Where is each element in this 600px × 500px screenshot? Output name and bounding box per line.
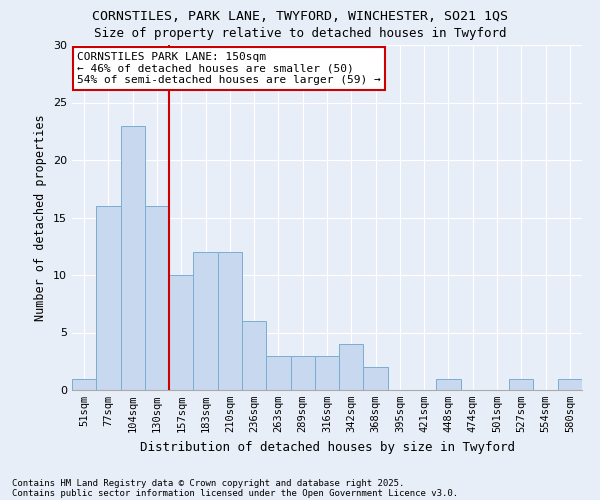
Bar — [558, 378, 582, 390]
Bar — [193, 252, 218, 390]
Bar — [218, 252, 242, 390]
Bar — [436, 378, 461, 390]
Bar — [96, 206, 121, 390]
Bar — [339, 344, 364, 390]
Text: CORNSTILES, PARK LANE, TWYFORD, WINCHESTER, SO21 1QS: CORNSTILES, PARK LANE, TWYFORD, WINCHEST… — [92, 10, 508, 23]
X-axis label: Distribution of detached houses by size in Twyford: Distribution of detached houses by size … — [139, 440, 515, 454]
Bar — [290, 356, 315, 390]
Bar — [121, 126, 145, 390]
Text: Contains public sector information licensed under the Open Government Licence v3: Contains public sector information licen… — [12, 488, 458, 498]
Bar — [315, 356, 339, 390]
Text: Contains HM Land Registry data © Crown copyright and database right 2025.: Contains HM Land Registry data © Crown c… — [12, 478, 404, 488]
Bar — [364, 367, 388, 390]
Bar — [509, 378, 533, 390]
Bar — [145, 206, 169, 390]
Bar — [72, 378, 96, 390]
Text: Size of property relative to detached houses in Twyford: Size of property relative to detached ho… — [94, 28, 506, 40]
Text: CORNSTILES PARK LANE: 150sqm
← 46% of detached houses are smaller (50)
54% of se: CORNSTILES PARK LANE: 150sqm ← 46% of de… — [77, 52, 381, 85]
Bar — [169, 275, 193, 390]
Y-axis label: Number of detached properties: Number of detached properties — [34, 114, 47, 321]
Bar — [266, 356, 290, 390]
Bar — [242, 321, 266, 390]
